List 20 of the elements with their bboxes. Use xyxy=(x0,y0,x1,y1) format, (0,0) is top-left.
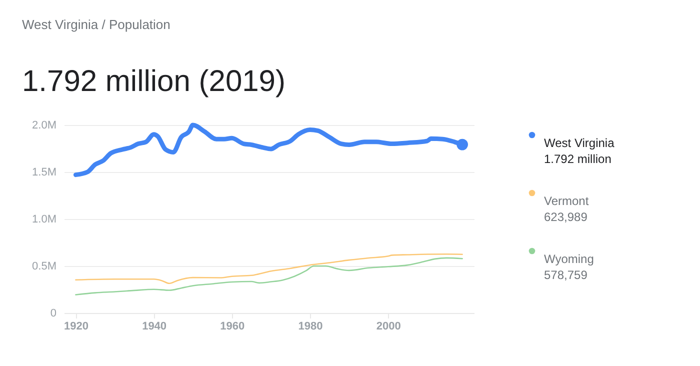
x-tick-label: 1960 xyxy=(220,320,245,332)
text: 623,989 xyxy=(544,210,588,224)
x-tick-label: 1980 xyxy=(298,320,323,332)
y-tick-label: 2.0M xyxy=(32,120,56,132)
y-tick-label: 0 xyxy=(50,308,56,320)
x-tick-label: 2000 xyxy=(376,320,401,332)
line-series xyxy=(75,254,463,284)
y-tick-label: 0.5M xyxy=(32,260,56,272)
x-tick-label: 1940 xyxy=(142,320,167,332)
text: West Virginia / Population xyxy=(22,17,170,32)
text: 1.792 million xyxy=(544,152,612,166)
line-series xyxy=(75,257,463,296)
chart-title: 1.792 million (2019) xyxy=(22,65,286,98)
x-tick-label: 1920 xyxy=(64,320,88,332)
y-tick-label: 1.5M xyxy=(32,166,56,178)
y-tick-label: 1.0M xyxy=(32,214,56,226)
text: 578,759 xyxy=(544,268,588,282)
legend-label: Wyoming xyxy=(544,252,594,266)
legend-label: West Virginia xyxy=(544,136,615,150)
legend-label: Vermont xyxy=(544,194,590,208)
